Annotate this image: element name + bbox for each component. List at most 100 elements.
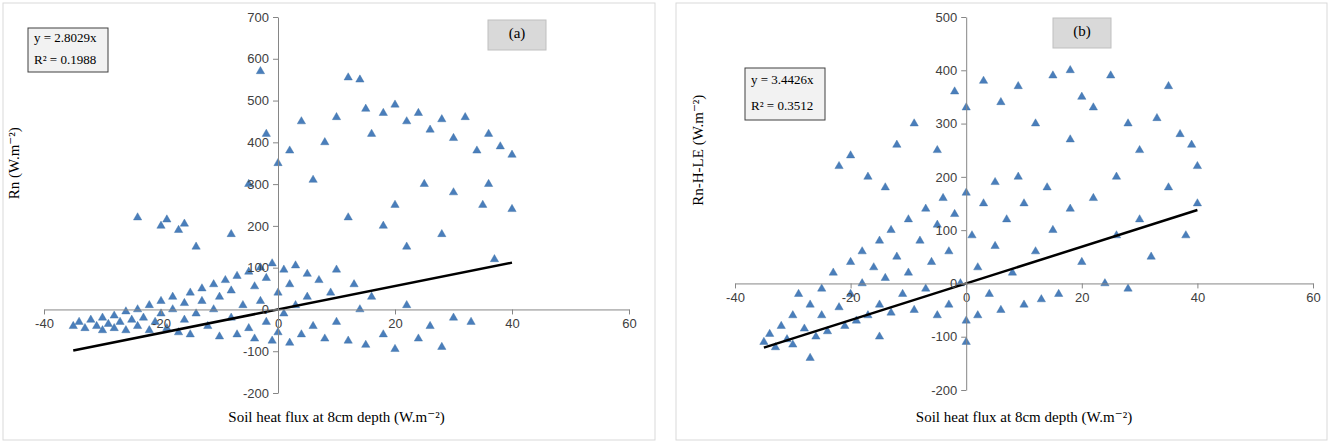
panel-title: (a): [509, 25, 526, 42]
y-tick: 200: [935, 170, 966, 185]
scatter-point: [1176, 129, 1184, 136]
scatter-point: [233, 330, 241, 337]
scatter-point: [133, 213, 141, 220]
scatter-point: [98, 313, 106, 320]
x-tick: 60: [1306, 283, 1320, 304]
scatter-point: [303, 269, 311, 276]
scatter-point: [309, 175, 317, 182]
y-tick: 400: [935, 63, 966, 78]
scatter-point: [367, 129, 375, 136]
scatter-point: [209, 280, 217, 287]
y-tick: 500: [247, 93, 278, 108]
y-axis-title: Rn (W.m⁻²): [6, 127, 23, 199]
panel: -40-200204060-200-1000100200300400500600…: [3, 3, 655, 440]
y-tick: -100: [243, 344, 278, 359]
scatter-point: [508, 150, 516, 157]
y-tick: 0: [262, 302, 278, 317]
scatter-point: [379, 108, 387, 115]
scatter-point: [1187, 140, 1195, 147]
x-tick-label: 40: [505, 316, 519, 331]
x-tick-mark: [1082, 283, 1083, 288]
y-tick: -200: [931, 383, 966, 398]
scatter-point: [473, 146, 481, 153]
scatter-point: [922, 204, 930, 211]
x-tick: -40: [726, 283, 745, 304]
x-axis-line: [45, 309, 630, 310]
x-tick-label: -40: [726, 290, 745, 305]
panel-tag-frame: [1053, 18, 1111, 48]
y-tick-label: -100: [243, 344, 269, 359]
scatter-point: [169, 305, 177, 312]
scatter-point: [438, 342, 446, 349]
scatter-point: [766, 329, 774, 336]
scatter-point: [1089, 193, 1097, 200]
y-tick-mark: [961, 283, 966, 284]
scatter-point: [974, 311, 982, 318]
scatter-point: [1153, 113, 1161, 120]
scatter-point: [362, 340, 370, 347]
scatter-point: [777, 321, 785, 328]
scatter-point: [449, 313, 457, 320]
scatter-point: [898, 289, 906, 296]
scatter-point: [133, 305, 141, 312]
x-tick-mark: [851, 283, 852, 288]
scatter-point: [945, 247, 953, 254]
scatter-point: [1124, 119, 1132, 126]
y-tick-mark: [961, 230, 966, 231]
y-tick: -100: [931, 329, 966, 344]
scatter-point: [881, 273, 889, 280]
y-tick-label: 200: [247, 219, 269, 234]
scatter-point: [414, 108, 422, 115]
scatter-point: [1193, 199, 1201, 206]
y-tick-mark: [961, 70, 966, 71]
x-tick: 60: [622, 309, 636, 330]
panel-border: [676, 3, 1327, 440]
scatter-point: [186, 288, 194, 295]
scatter-point: [818, 284, 826, 291]
scatter-point: [280, 265, 288, 272]
trend-line: [764, 210, 1198, 348]
scatter-point: [1066, 204, 1074, 211]
y-tick-mark: [273, 142, 278, 143]
x-tick-mark: [1197, 283, 1198, 288]
scatter-point: [904, 215, 912, 222]
scatter-point: [1014, 172, 1022, 179]
scatter-point: [893, 252, 901, 259]
scatter-point: [933, 145, 941, 152]
scatter-point: [268, 336, 276, 343]
scatter-point: [881, 183, 889, 190]
scatter-point: [449, 188, 457, 195]
y-tick-mark: [273, 17, 278, 18]
scatter-point: [332, 112, 340, 119]
scatter-point: [391, 344, 399, 351]
scatter-point: [875, 300, 883, 307]
x-tick-mark: [44, 309, 45, 314]
scatter-point: [933, 311, 941, 318]
scatter-point: [221, 275, 229, 282]
y-tick-label: 200: [935, 170, 957, 185]
x-tick-mark: [629, 309, 630, 314]
scatter-point: [864, 172, 872, 179]
scatter-point: [916, 236, 924, 243]
y-tick: 300: [247, 177, 278, 192]
scatter-point: [326, 288, 334, 295]
y-tick-label: 700: [247, 10, 269, 25]
marks: [760, 65, 1202, 360]
scatter-point: [309, 321, 317, 328]
scatter-point: [403, 242, 411, 249]
x-tick-mark: [735, 283, 736, 288]
trend-line: [73, 263, 512, 351]
x-tick-mark: [395, 309, 396, 314]
scatter-point: [180, 298, 188, 305]
scatter-point: [991, 241, 999, 248]
scatter-point: [979, 199, 987, 206]
panel-title: (b): [1073, 23, 1091, 40]
y-tick: 600: [247, 51, 278, 66]
scatter-point: [245, 323, 253, 330]
scatter-point: [268, 259, 276, 266]
scatter-point: [1043, 183, 1051, 190]
y-tick-label: 100: [247, 260, 269, 275]
scatter-point: [1124, 284, 1132, 291]
scatter-point: [332, 265, 340, 272]
scatter-point: [180, 219, 188, 226]
